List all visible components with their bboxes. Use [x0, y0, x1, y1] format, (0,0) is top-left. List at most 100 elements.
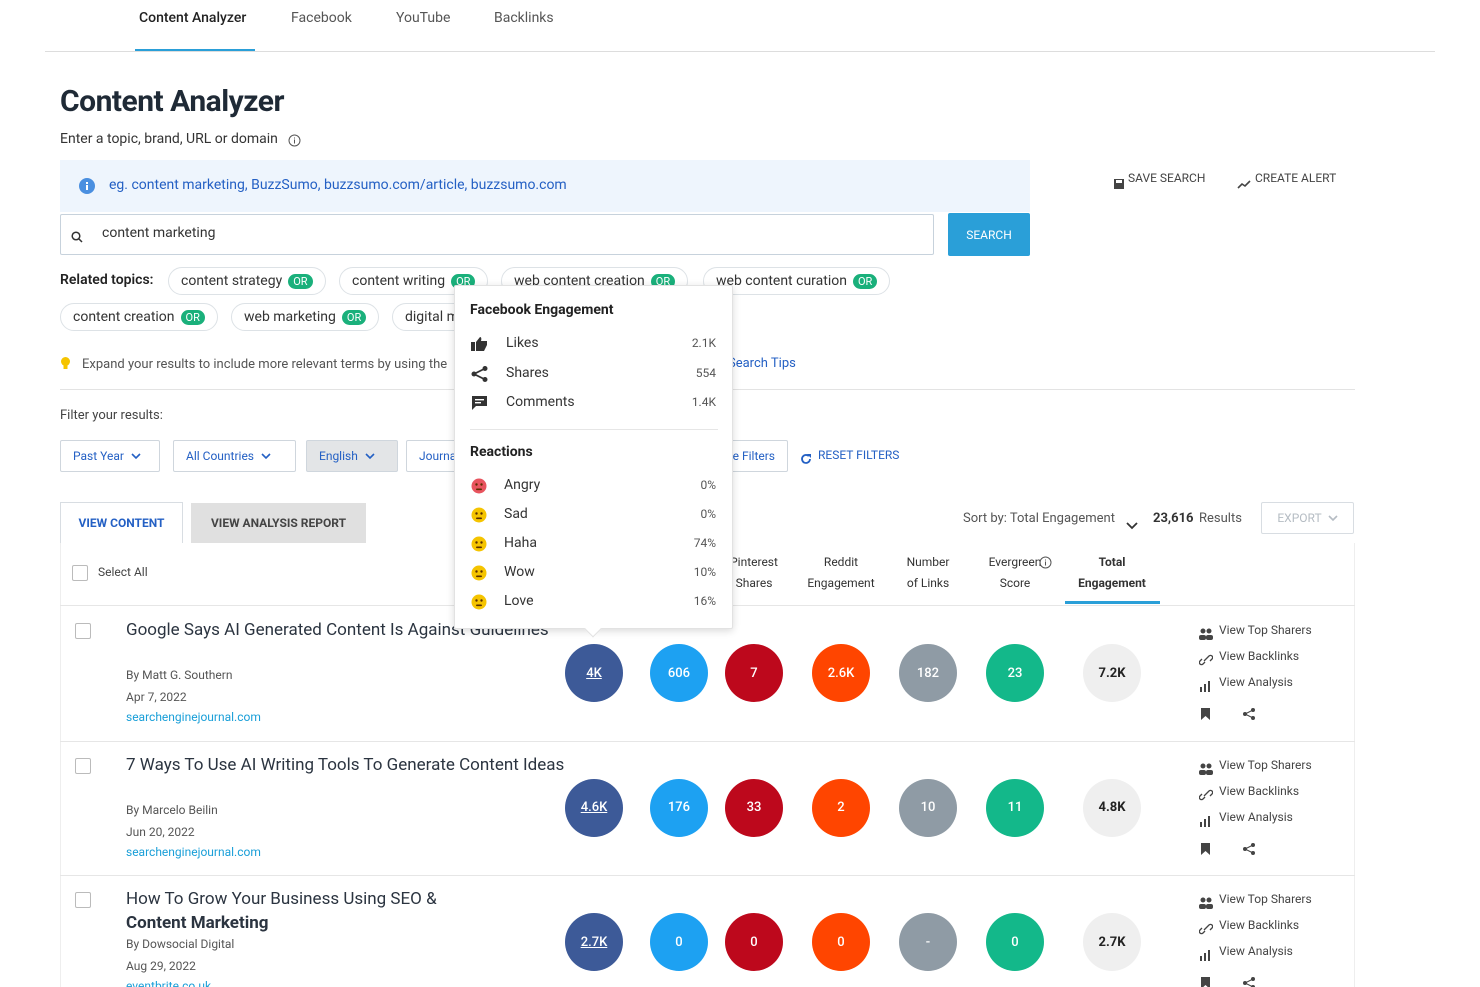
checkbox[interactable] [75, 757, 91, 774]
metric-value: 0 [675, 934, 683, 950]
search-button[interactable]: SEARCH [948, 213, 1030, 256]
reaction-label: Angry [504, 477, 541, 493]
metric-circle[interactable]: 7 [725, 644, 783, 702]
search-icon [71, 228, 83, 243]
hint-box [60, 160, 1030, 212]
reaction-label: Haha [504, 535, 537, 551]
reaction-emoji [471, 594, 487, 610]
nav-tab[interactable]: YouTube [396, 10, 451, 26]
metric-value: 23 [1007, 665, 1023, 681]
metric-circle[interactable]: 2 [812, 778, 870, 837]
metric-value: 10 [920, 800, 936, 815]
hint-icon [79, 178, 95, 194]
metric-circle[interactable]: 0 [986, 913, 1044, 971]
metric-circle[interactable]: 11 [986, 778, 1044, 837]
topic-chip[interactable]: web marketing OR [231, 303, 380, 331]
metric-circle[interactable]: 7.2K [1083, 644, 1141, 702]
metric-circle[interactable]: 4.8K [1083, 778, 1141, 837]
checkbox[interactable] [75, 892, 91, 908]
checkbox[interactable] [75, 623, 91, 639]
row-action[interactable]: View Top Sharers [1219, 623, 1312, 637]
popup-item-value: 554 [695, 365, 716, 380]
row-action[interactable]: View Analysis [1219, 944, 1293, 958]
article-title[interactable]: 7 Ways To Use AI Writing Tools To Genera… [126, 753, 564, 777]
nav-tab[interactable]: Facebook [291, 10, 352, 26]
save-search[interactable]: SAVE SEARCH [1128, 171, 1206, 185]
column-header[interactable]: Reddit [823, 555, 859, 569]
column-header[interactable]: Score [999, 576, 1031, 590]
reset-filters[interactable]: RESET FILTERS [818, 448, 900, 462]
popup-title: Facebook Engagement [470, 302, 614, 318]
row-action[interactable]: View Top Sharers [1219, 892, 1312, 906]
metric-value: 7 [750, 665, 758, 681]
metric-circle[interactable]: 23 [986, 644, 1044, 702]
metric-circle[interactable]: 4.6K [565, 778, 623, 837]
metric-circle[interactable]: 2.7K [565, 913, 623, 971]
row-action[interactable]: View Backlinks [1219, 918, 1300, 932]
row-action[interactable]: View Analysis [1219, 675, 1293, 689]
share-icon [1243, 705, 1255, 720]
search-input[interactable] [60, 214, 934, 255]
filter-button[interactable]: Past Year [60, 440, 160, 472]
article-title[interactable]: Google Says AI Generated Content Is Agai… [126, 618, 549, 642]
column-header[interactable]: of Links [906, 576, 950, 590]
export-button[interactable]: EXPORT [1261, 502, 1354, 534]
row-action[interactable]: View Backlinks [1219, 649, 1300, 663]
bookmark-icon [1201, 840, 1210, 855]
metric-circle[interactable]: 0 [725, 913, 783, 971]
column-header[interactable]: Total [1098, 555, 1126, 569]
column-header[interactable]: Number [906, 555, 950, 569]
view-tab[interactable]: VIEW CONTENT [60, 502, 183, 543]
metric-circle[interactable]: 2.7K [1083, 913, 1141, 971]
bulb-icon [61, 356, 70, 370]
filter-button[interactable]: English [306, 440, 398, 472]
column-header[interactable]: Engagement [807, 576, 875, 590]
metric-circle[interactable]: 182 [899, 644, 957, 702]
title-text: 7 Ways To Use AI Writing Tools To Genera… [126, 754, 565, 775]
topic-chip[interactable]: content strategy OR [168, 267, 326, 295]
topic-chip[interactable]: web content curation OR [703, 267, 891, 295]
metric-value: 606 [667, 665, 691, 681]
author: By Matt G. Southern [126, 668, 233, 682]
domain[interactable]: eventbrite.co.uk [126, 979, 212, 987]
row-action[interactable]: View Analysis [1219, 809, 1293, 824]
author: By Marcelo Beilin [126, 802, 218, 817]
column-header[interactable]: Engagement [1078, 576, 1146, 590]
column-header[interactable]: Shares [735, 576, 773, 590]
domain[interactable]: searchenginejournal.com [126, 844, 261, 859]
nav-tab[interactable]: Content Analyzer [139, 10, 247, 26]
metric-circle[interactable]: 4K [565, 644, 623, 702]
article-title[interactable]: How To Grow Your Business Using SEO & Co… [126, 887, 496, 935]
reaction-emoji [471, 507, 487, 523]
sort-select[interactable]: Sort by: Total Engagement [963, 511, 1115, 526]
column-header[interactable]: Pinterest [730, 555, 778, 569]
metric-circle[interactable]: - [899, 913, 957, 971]
checkbox[interactable] [72, 565, 88, 581]
column-header[interactable]: Evergreen [988, 555, 1042, 569]
action-icon [1199, 625, 1213, 640]
nav-active-underline [135, 49, 255, 51]
row-action[interactable]: View Top Sharers [1219, 757, 1312, 772]
row-action[interactable]: View Backlinks [1219, 783, 1300, 798]
filter-button[interactable]: All Countries [173, 440, 296, 472]
topic-chip[interactable]: content creation OR [60, 303, 218, 331]
metric-circle[interactable]: 0 [650, 913, 708, 971]
popup-item-label: Shares [506, 364, 549, 381]
reaction-value: 10% [693, 565, 716, 579]
nav-tab[interactable]: Backlinks [494, 10, 554, 26]
metric-circle[interactable]: 606 [650, 644, 708, 702]
popup-item-label: Likes [506, 335, 539, 351]
metric-circle[interactable]: 33 [725, 778, 783, 837]
view-tab[interactable]: VIEW ANALYSIS REPORT [191, 503, 366, 543]
metric-circle[interactable]: 10 [899, 778, 957, 837]
topic-chip[interactable]: content writing OR [339, 267, 489, 295]
domain[interactable]: searchenginejournal.com [126, 710, 261, 724]
metric-circle[interactable]: 0 [812, 913, 870, 971]
metric-circle[interactable]: 176 [650, 778, 708, 837]
metric-circle[interactable]: 2.6K [812, 644, 870, 702]
create-alert[interactable]: CREATE ALERT [1255, 171, 1337, 185]
tip-link[interactable]: Search Tips [728, 356, 796, 371]
info-icon [1039, 554, 1052, 569]
metric-value: 33 [746, 800, 762, 815]
